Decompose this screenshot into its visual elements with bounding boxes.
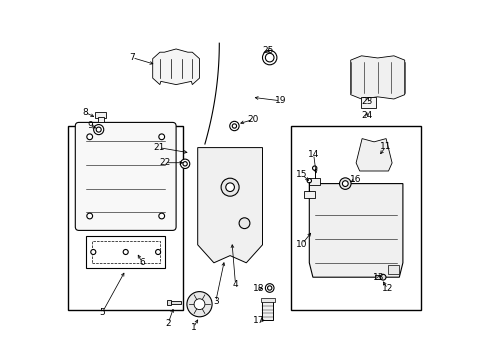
Text: 18: 18 [253,284,264,293]
Polygon shape [350,56,404,99]
Circle shape [342,181,347,186]
Circle shape [312,166,316,170]
Circle shape [159,134,164,140]
Text: 24: 24 [361,112,372,120]
Bar [167,300,171,305]
Text: 17: 17 [253,316,264,325]
Text: 8: 8 [82,108,88,117]
Text: 5: 5 [99,308,105,317]
Polygon shape [309,184,402,277]
Bar [291,126,420,310]
Text: 14: 14 [307,150,319,159]
Bar [68,126,183,310]
Text: 16: 16 [349,175,361,184]
Text: 4: 4 [232,280,238,289]
Circle shape [87,134,92,140]
Circle shape [339,178,350,189]
Circle shape [225,183,234,192]
Bar [262,299,273,320]
Circle shape [239,218,249,229]
Bar [91,241,160,263]
Text: 13: 13 [372,274,384,282]
Circle shape [180,159,189,168]
Circle shape [232,124,236,128]
Circle shape [183,162,187,166]
Text: 25: 25 [262,46,273,55]
Text: 12: 12 [381,284,393,293]
Circle shape [265,284,273,292]
Text: 10: 10 [296,240,307,248]
Text: 23: 23 [361,97,372,106]
Circle shape [267,286,271,290]
Circle shape [123,249,128,255]
Bar [309,178,320,185]
Text: 2: 2 [165,319,171,328]
Circle shape [186,292,212,317]
Bar [170,301,181,304]
Circle shape [229,121,239,131]
Polygon shape [152,49,199,85]
Bar [374,275,381,279]
Circle shape [155,249,160,255]
Polygon shape [355,139,391,171]
Circle shape [262,50,276,65]
Text: 7: 7 [129,53,135,62]
Circle shape [94,125,103,135]
Bar [261,298,274,302]
Text: 22: 22 [159,158,170,167]
Circle shape [159,213,164,219]
FancyBboxPatch shape [75,122,176,230]
Text: 20: 20 [247,115,258,124]
Text: 11: 11 [379,143,390,152]
Bar [361,97,375,108]
Text: 6: 6 [139,258,144,266]
Text: 1: 1 [190,323,196,332]
Circle shape [96,127,101,132]
Circle shape [91,249,96,255]
Text: 9: 9 [87,121,93,130]
Bar [86,236,165,268]
Circle shape [87,213,92,219]
Bar [95,112,105,118]
Text: 21: 21 [153,143,164,152]
Text: 15: 15 [296,170,307,179]
Circle shape [221,178,239,196]
Circle shape [306,179,311,183]
Circle shape [194,299,204,310]
Bar [303,191,314,198]
Polygon shape [197,148,262,263]
Circle shape [265,53,273,62]
Bar [387,265,399,274]
Text: 19: 19 [274,96,285,105]
Text: 3: 3 [212,297,218,306]
Circle shape [380,274,385,280]
Bar [98,117,104,122]
